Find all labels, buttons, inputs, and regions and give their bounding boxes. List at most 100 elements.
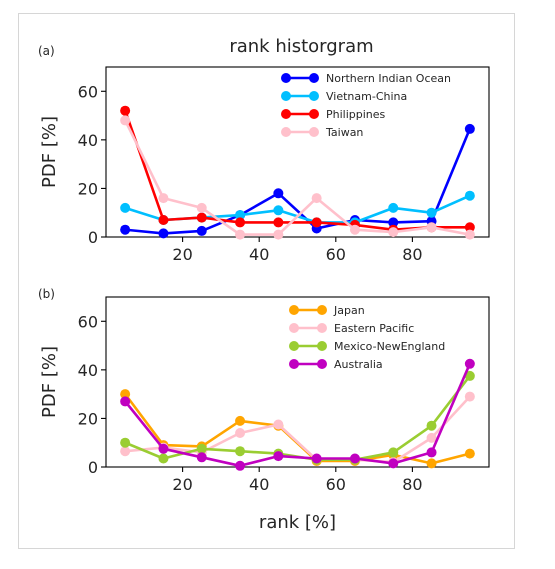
data-point	[426, 222, 437, 233]
legend-label: Philippines	[326, 108, 386, 121]
x-tick-label: 20	[172, 245, 192, 264]
data-point	[120, 396, 131, 407]
data-point	[158, 228, 169, 239]
data-point	[196, 452, 207, 463]
data-point	[349, 453, 360, 464]
legend-marker	[317, 359, 327, 369]
series-australia	[120, 358, 475, 471]
legend-label: Mexico-NewEngland	[334, 340, 445, 353]
series-line	[124, 119, 471, 236]
legend-marker	[281, 91, 291, 101]
plot-area-border	[105, 66, 490, 238]
data-point	[311, 453, 322, 464]
data-point	[273, 451, 284, 462]
data-point	[196, 443, 207, 454]
data-point	[388, 217, 399, 228]
data-point	[273, 205, 284, 216]
data-point	[273, 419, 284, 430]
legend-marker	[309, 127, 319, 137]
x-tick-label: 60	[326, 475, 346, 494]
data-point	[464, 123, 475, 134]
data-point	[349, 224, 360, 235]
data-point	[426, 447, 437, 458]
legend-marker	[289, 359, 299, 369]
legend-marker	[317, 323, 327, 333]
plot-area-border	[105, 296, 490, 468]
legend-marker	[281, 127, 291, 137]
legend-label: Eastern Pacific	[334, 322, 414, 335]
data-point	[388, 447, 399, 458]
legend-marker	[281, 109, 291, 119]
data-point	[273, 229, 284, 240]
data-point	[120, 437, 131, 448]
y-tick-label: 40	[78, 361, 98, 380]
data-point	[196, 212, 207, 223]
data-point	[464, 448, 475, 459]
legend-marker	[309, 73, 319, 83]
legend-marker	[309, 109, 319, 119]
data-point	[235, 415, 246, 426]
data-point	[235, 460, 246, 471]
data-point	[464, 370, 475, 381]
x-tick-label: 20	[172, 475, 192, 494]
data-point	[235, 217, 246, 228]
x-tick-label: 80	[402, 245, 422, 264]
data-point	[464, 391, 475, 402]
series-line	[125, 128, 472, 235]
data-point	[120, 115, 131, 126]
data-point	[120, 446, 131, 457]
data-point	[196, 225, 207, 236]
legend-label: Taiwan	[325, 126, 363, 139]
y-axis-label: PDF [%]	[39, 346, 60, 418]
data-point	[235, 210, 246, 221]
data-point	[158, 193, 169, 204]
y-tick-label: 20	[78, 179, 98, 198]
data-point	[464, 190, 475, 201]
legend-marker	[289, 341, 299, 351]
data-point	[464, 358, 475, 369]
chart-panel-a: 20 40 60 80 0 20 40 60 PDF [%] rank historgram (a)…	[38, 36, 490, 264]
data-point	[464, 229, 475, 240]
y-tick-label: 60	[78, 82, 98, 101]
data-point	[426, 458, 437, 469]
x-tick-label: 40	[249, 245, 269, 264]
data-point	[120, 105, 131, 116]
chart-title: rank historgram	[229, 36, 373, 57]
legend-label: Vietnam-China	[326, 90, 407, 103]
series-line	[124, 363, 471, 468]
data-point	[273, 188, 284, 199]
y-tick-label: 0	[88, 458, 98, 477]
legend-marker	[289, 305, 299, 315]
x-tick-label: 40	[249, 475, 269, 494]
data-point	[426, 432, 437, 443]
y-tick-label: 20	[78, 409, 98, 428]
legend-label: Australia	[334, 358, 383, 371]
legend-label: Northern Indian Ocean	[326, 72, 451, 85]
data-point	[273, 217, 284, 228]
series-northern-indian-ocean	[120, 123, 475, 239]
data-point	[196, 202, 207, 213]
y-axis-label: PDF [%]	[39, 116, 60, 188]
data-point	[158, 215, 169, 225]
panel-label: (a)	[38, 44, 55, 58]
data-point	[464, 222, 475, 233]
data-point	[120, 224, 131, 235]
data-point	[426, 207, 437, 218]
series-line	[125, 395, 471, 464]
x-axis-label: rank [%]	[259, 512, 336, 533]
legend-marker	[317, 305, 327, 315]
y-tick-label: 40	[78, 131, 98, 150]
data-point	[388, 202, 399, 213]
data-point	[235, 229, 246, 240]
panel-label: (b)	[38, 287, 55, 301]
y-tick-label: 60	[78, 312, 98, 331]
data-point	[158, 453, 169, 464]
data-point	[120, 202, 131, 213]
legend-marker	[281, 73, 291, 83]
x-tick-label: 80	[402, 475, 422, 494]
chart-panel-b: 20 40 60 80 0 20 40 60 PDF [%] rank [%] (b) Japan Ea…	[38, 287, 490, 533]
legend-label: Japan	[333, 304, 365, 317]
data-point	[235, 428, 246, 438]
legend: Northern Indian Ocean Vietnam-China Philip…	[281, 72, 451, 139]
